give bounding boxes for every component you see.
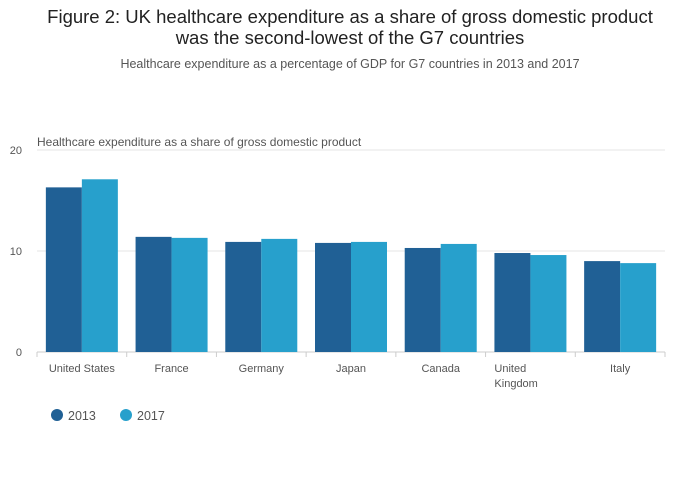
x-tick-label: United Kingdom <box>494 363 537 390</box>
x-tick-label: Italy <box>610 363 631 375</box>
bar-2017-5 <box>530 255 567 352</box>
x-tick-label-line: United States <box>49 363 116 375</box>
legend-label: 2017 <box>137 409 165 423</box>
x-tick-label-line: Kingdom <box>494 378 537 390</box>
x-tick-label-line: Italy <box>610 363 631 375</box>
x-tick-label: United States <box>49 363 116 375</box>
bar-2017-4 <box>440 243 477 352</box>
x-tick-label: Canada <box>421 363 460 375</box>
bar-2013-3 <box>315 242 351 352</box>
bar-2013-2 <box>225 241 262 352</box>
bar-2017-6 <box>620 263 657 352</box>
chart-subtitle: Healthcare expenditure as a percentage o… <box>120 57 580 71</box>
x-tick-label: Germany <box>239 363 285 375</box>
x-tick-label-line: Japan <box>336 363 366 375</box>
chart-title-line-2: was the second-lowest of the G7 countrie… <box>175 27 525 48</box>
x-tick-label-line: Canada <box>421 363 460 375</box>
bar-2017-2 <box>261 238 298 352</box>
y-tick-label: 0 <box>16 347 22 359</box>
x-tick-label-line: Germany <box>239 363 285 375</box>
y-axis-label: Healthcare expenditure as a share of gro… <box>37 135 362 149</box>
x-tick-label-line: France <box>154 363 188 375</box>
chart-title-line-1: Figure 2: UK healthcare expenditure as a… <box>47 6 653 27</box>
x-tick-label: France <box>154 363 188 375</box>
bar-2013-4 <box>404 247 441 352</box>
x-tick-label: Japan <box>336 363 366 375</box>
bar-2013-6 <box>584 261 621 352</box>
legend-marker-2013 <box>51 409 63 421</box>
y-tick-label: 10 <box>10 246 22 258</box>
y-tick-label: 20 <box>10 145 22 157</box>
legend-marker-2017 <box>120 409 132 421</box>
chart-title: Figure 2: UK healthcare expenditure as a… <box>0 6 700 48</box>
bar-2017-0 <box>81 179 118 352</box>
bar-2013-0 <box>45 187 82 352</box>
legend-label: 2013 <box>68 409 96 423</box>
bar-2017-3 <box>351 241 387 352</box>
x-tick-label-line: United <box>494 363 526 375</box>
bar-2013-1 <box>135 236 172 352</box>
bar-2013-5 <box>494 253 531 352</box>
bar-2017-1 <box>171 237 208 352</box>
